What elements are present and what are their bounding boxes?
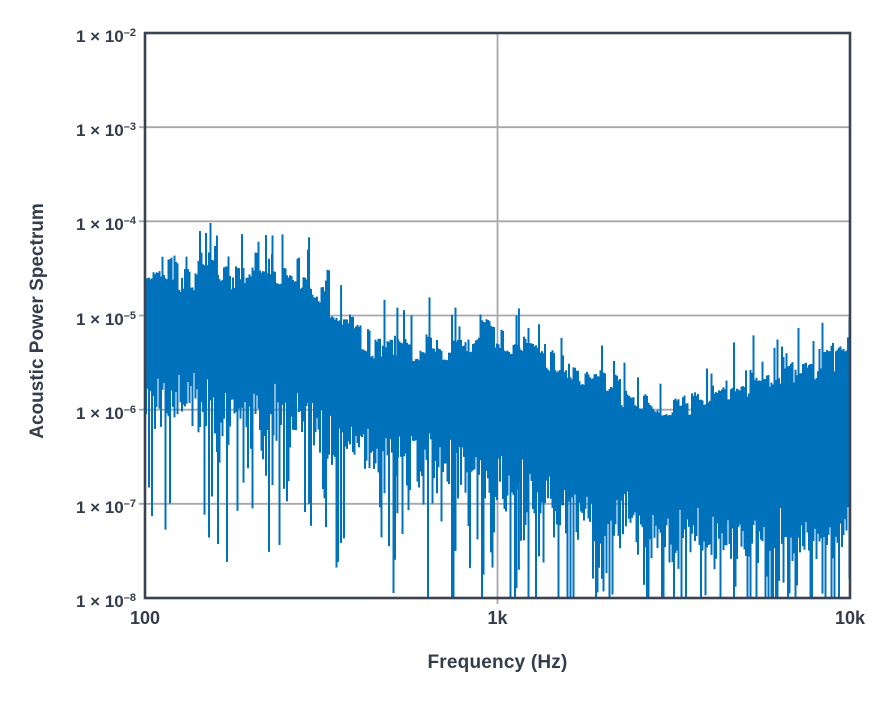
y-tick-label: 1 × 10–5 [76, 309, 136, 329]
x-tick-label: 10k [834, 608, 866, 628]
spectrum-dip [215, 235, 218, 453]
spectrum-dip [396, 307, 399, 514]
y-tick-label: 1 × 10–3 [76, 121, 136, 141]
x-tick-label: 100 [129, 608, 161, 628]
spectrum-dip [517, 308, 520, 570]
spectrum-dip [454, 307, 457, 551]
y-tick-label: 1 × 10–6 [76, 403, 136, 423]
x-axis-title: Frequency (Hz) [427, 652, 568, 673]
spectrum-dip [340, 285, 343, 537]
y-tick-label: 1 × 10–4 [76, 215, 136, 235]
spectrum-series [145, 222, 850, 598]
x-tick-label: 1k [487, 608, 508, 628]
y-tick-label: 1 × 10–8 [76, 592, 136, 611]
spectrum-dip [308, 237, 311, 504]
y-tick-label: 1 × 10–7 [76, 497, 136, 517]
y-tick-label: 1 × 10–2 [76, 27, 136, 46]
plot-frame [143, 31, 852, 600]
spectrum-dip [271, 235, 274, 485]
